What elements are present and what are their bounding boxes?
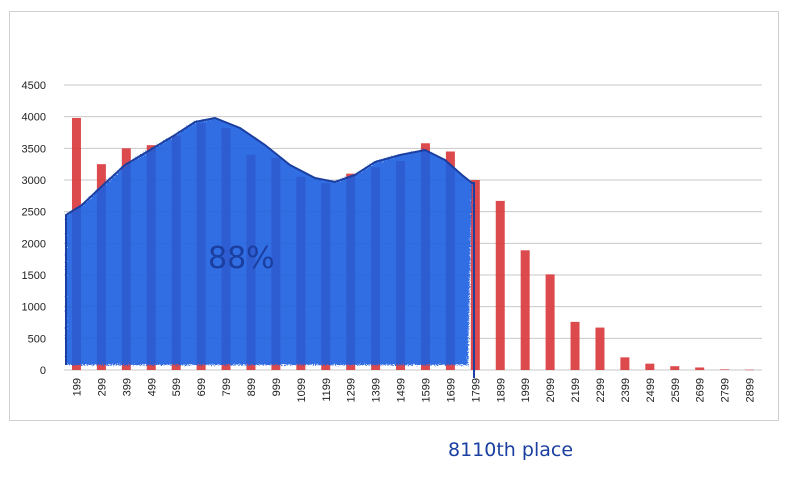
x-axis-ticks: 199 299 399 499 599 699 799 899 999 1099 1199 1299 1…: [71, 378, 756, 402]
x-tick-label: 2199: [570, 378, 582, 402]
bar: [745, 369, 755, 371]
bar: [470, 180, 480, 370]
percent-annotation: 88%: [208, 241, 275, 276]
x-tick-label: 1399: [371, 378, 383, 402]
x-tick-label: 999: [271, 378, 283, 396]
y-tick-label: 2000: [22, 238, 46, 250]
x-tick-label: 1599: [420, 378, 432, 402]
x-tick-label: 2399: [620, 378, 632, 402]
highlighted-region-outline: [65, 116, 475, 378]
y-tick-label: 1000: [22, 302, 46, 314]
y-tick-label: 3500: [22, 143, 46, 155]
x-tick-label: 1999: [520, 378, 532, 402]
bar: [495, 200, 505, 370]
x-tick-label: 299: [96, 378, 108, 396]
x-tick-label: 699: [196, 378, 208, 396]
y-tick-label: 4500: [22, 80, 46, 92]
bar: [570, 321, 580, 370]
x-tick-label: 199: [71, 378, 83, 396]
x-tick-label: 599: [171, 378, 183, 396]
x-tick-label: 1299: [346, 378, 358, 402]
y-tick-label: 2500: [22, 207, 46, 219]
highlighted-region-fill: [66, 118, 472, 365]
x-tick-label: 899: [246, 378, 258, 396]
x-tick-label: 1799: [470, 378, 482, 402]
x-tick-label: 499: [146, 378, 158, 396]
x-tick-label: 2599: [670, 378, 682, 402]
place-annotation: 8110th place: [448, 439, 573, 461]
bar: [645, 363, 655, 370]
x-tick-label: 2499: [645, 378, 657, 402]
x-tick-label: 1099: [296, 378, 308, 402]
y-axis-ticks: 0 500 1000 1500 2000 2500 3000 3500 4000 4500: [22, 80, 46, 377]
x-tick-label: 2799: [720, 378, 732, 402]
x-tick-label: 1699: [445, 378, 457, 402]
y-tick-label: 500: [28, 333, 46, 345]
bar: [695, 367, 705, 370]
bar: [720, 369, 730, 370]
bar: [595, 327, 605, 370]
bar: [545, 274, 555, 370]
x-tick-label: 799: [221, 378, 233, 396]
x-tick-label: 2699: [695, 378, 707, 402]
bar: [670, 366, 680, 370]
bar: [620, 357, 630, 370]
x-tick-label: 1499: [396, 378, 408, 402]
x-tick-label: 2099: [545, 378, 557, 402]
y-tick-label: 3000: [22, 175, 46, 187]
bar: [520, 250, 530, 370]
y-tick-label: 4000: [22, 112, 46, 124]
y-tick-label: 0: [40, 365, 46, 377]
x-tick-label: 399: [121, 378, 133, 396]
x-tick-label: 1199: [321, 378, 333, 402]
x-tick-label: 2899: [745, 378, 757, 402]
y-tick-label: 1500: [22, 270, 46, 282]
x-tick-label: 1899: [495, 378, 507, 402]
handwritten-annotations: 88% 8110th place: [65, 116, 573, 461]
x-tick-label: 2299: [595, 378, 607, 402]
